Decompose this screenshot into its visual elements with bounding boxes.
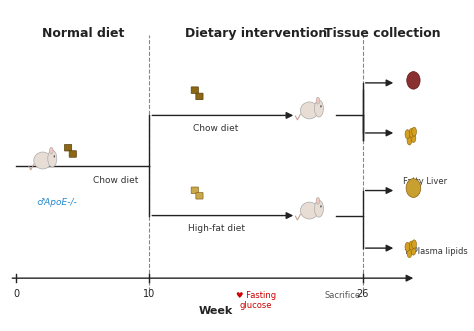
Circle shape (48, 150, 57, 167)
Text: Fatty Liver: Fatty Liver (403, 176, 447, 186)
Circle shape (407, 136, 412, 145)
Circle shape (49, 147, 53, 154)
Text: Chow diet: Chow diet (193, 124, 239, 133)
Circle shape (409, 128, 414, 137)
Ellipse shape (406, 179, 421, 197)
Circle shape (405, 130, 410, 139)
FancyBboxPatch shape (69, 151, 76, 157)
Circle shape (320, 105, 321, 108)
Text: ♂ApoE-/-: ♂ApoE-/- (36, 198, 77, 207)
Circle shape (411, 246, 416, 255)
Circle shape (407, 249, 412, 258)
Text: Sacrifice: Sacrifice (325, 291, 361, 300)
Text: 10: 10 (143, 289, 155, 300)
Text: 0: 0 (13, 289, 19, 300)
Text: Normal diet: Normal diet (42, 27, 124, 40)
Text: Chow diet: Chow diet (93, 175, 139, 184)
Circle shape (411, 133, 416, 142)
Circle shape (314, 100, 323, 117)
Text: Dietary intervention: Dietary intervention (185, 27, 327, 40)
Circle shape (405, 242, 410, 251)
Circle shape (412, 127, 417, 136)
FancyBboxPatch shape (196, 93, 203, 100)
FancyBboxPatch shape (191, 187, 199, 194)
Circle shape (316, 97, 320, 104)
Text: High-fat diet: High-fat diet (188, 224, 245, 233)
Circle shape (316, 197, 320, 204)
Text: 26: 26 (356, 289, 369, 300)
FancyBboxPatch shape (191, 87, 199, 93)
Text: ♥ Fasting
glucose: ♥ Fasting glucose (236, 291, 276, 310)
Ellipse shape (301, 102, 319, 119)
Circle shape (54, 155, 55, 158)
Text: ↑ Plasma lipids: ↑ Plasma lipids (403, 247, 467, 256)
Ellipse shape (407, 71, 420, 89)
Text: Tissue collection: Tissue collection (325, 27, 441, 40)
Circle shape (409, 241, 414, 250)
Circle shape (320, 205, 321, 208)
Circle shape (412, 240, 417, 249)
Text: Week: Week (199, 306, 233, 316)
Ellipse shape (301, 202, 319, 219)
FancyBboxPatch shape (64, 144, 72, 151)
FancyBboxPatch shape (196, 193, 203, 199)
Circle shape (314, 200, 323, 217)
Ellipse shape (34, 152, 52, 169)
